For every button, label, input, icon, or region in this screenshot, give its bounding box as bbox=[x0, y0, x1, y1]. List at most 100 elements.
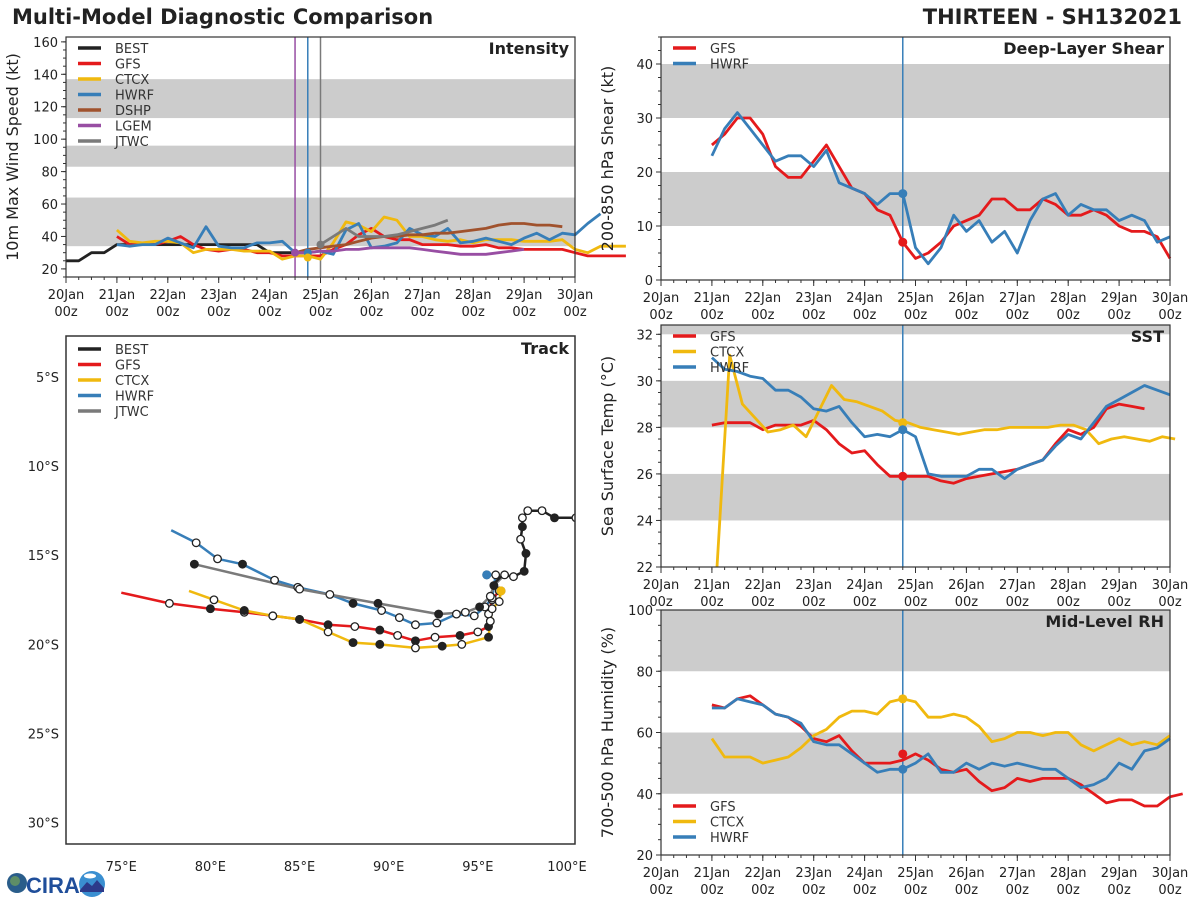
track-point-jtwc bbox=[460, 607, 470, 617]
track-point-jtwc bbox=[485, 591, 495, 601]
x-tick-label-hour: 00z bbox=[1107, 595, 1131, 610]
track-point-hwrf bbox=[410, 620, 420, 630]
series-line-hwrf bbox=[116, 212, 602, 256]
track-point-ctcx bbox=[295, 614, 305, 624]
x-tick-label-date: 25Jan bbox=[302, 288, 339, 303]
legend-label-hwrf: HWRF bbox=[710, 831, 749, 846]
legend-label-gfs: GFS bbox=[710, 42, 736, 57]
y-tick-label: 28 bbox=[636, 421, 653, 436]
x-tick-label-hour: 00z bbox=[802, 883, 826, 898]
series-line-hwrf bbox=[711, 697, 1171, 789]
legend-label-ctcx: CTCX bbox=[115, 374, 149, 389]
track-point-best bbox=[523, 506, 533, 516]
track-point-hwrf bbox=[394, 613, 404, 623]
y-tick-label: 160 bbox=[33, 36, 58, 51]
y-tick-label: 26 bbox=[636, 468, 653, 483]
start-marker-gfs bbox=[898, 471, 908, 481]
track-point-best bbox=[517, 513, 527, 523]
series-line-lgem bbox=[295, 246, 525, 256]
x-tick-label-date: 23Jan bbox=[795, 578, 832, 593]
start-marker-lgem bbox=[291, 248, 300, 257]
lon-tick-label: 80°E bbox=[195, 860, 226, 875]
x-tick-label-hour: 00z bbox=[54, 305, 78, 320]
track-point-jtwc bbox=[373, 598, 383, 608]
x-tick-label-hour: 00z bbox=[700, 883, 724, 898]
x-tick-label-date: 21Jan bbox=[694, 291, 731, 306]
x-tick-label-hour: 00z bbox=[955, 883, 979, 898]
x-tick-label-hour: 00z bbox=[802, 595, 826, 610]
panel-title: Mid-Level RH bbox=[1045, 612, 1164, 631]
legend-label-ctcx: CTCX bbox=[115, 73, 149, 88]
track-point-best bbox=[509, 572, 518, 582]
series-line-gfs bbox=[116, 226, 626, 258]
x-tick-label-hour: 00z bbox=[649, 595, 673, 610]
x-tick-label-hour: 00z bbox=[904, 308, 928, 323]
x-tick-label-date: 29Jan bbox=[1101, 578, 1138, 593]
x-tick-label-date: 23Jan bbox=[200, 288, 237, 303]
shaded-band bbox=[661, 172, 1170, 226]
start-marker-hwrf bbox=[898, 189, 908, 199]
x-tick-label-date: 22Jan bbox=[150, 288, 187, 303]
x-tick-label-hour: 00z bbox=[1107, 308, 1131, 323]
track-point-gfs bbox=[164, 598, 174, 608]
x-tick-label-hour: 00z bbox=[955, 308, 979, 323]
x-tick-label-date: 27Jan bbox=[999, 866, 1036, 881]
x-tick-label-hour: 00z bbox=[1057, 883, 1081, 898]
y-tick-label: 80 bbox=[636, 665, 653, 680]
x-tick-label-date: 26Jan bbox=[948, 866, 985, 881]
series-line-gfs bbox=[711, 402, 1145, 485]
track-point-best bbox=[516, 534, 526, 544]
series-line-hwrf bbox=[710, 111, 1171, 266]
start-marker-hwrf bbox=[898, 425, 908, 435]
x-tick-label-date: 20Jan bbox=[48, 288, 85, 303]
y-axis-label: 200-850 hPa Shear (kt) bbox=[598, 66, 617, 252]
y-tick-label: 32 bbox=[636, 328, 653, 343]
storm-title: THIRTEEN - SH132021 bbox=[922, 5, 1182, 29]
start-marker-ctcx bbox=[496, 586, 506, 596]
x-tick-label-date: 20Jan bbox=[643, 291, 680, 306]
y-axis-label: 700-500 hPa Humidity (%) bbox=[598, 627, 617, 838]
lat-tick-label: 30°S bbox=[28, 817, 59, 832]
shaded-band bbox=[661, 325, 1170, 335]
x-tick-label-hour: 00z bbox=[751, 308, 775, 323]
x-tick-label-date: 23Jan bbox=[795, 866, 832, 881]
x-tick-label-date: 28Jan bbox=[455, 288, 492, 303]
y-tick-label: 60 bbox=[636, 727, 653, 742]
track-point-hwrf bbox=[348, 598, 358, 608]
track-point-jtwc bbox=[500, 570, 510, 580]
x-tick-label-hour: 00z bbox=[512, 305, 536, 320]
y-tick-label: 24 bbox=[636, 514, 653, 529]
x-tick-label-date: 25Jan bbox=[897, 291, 934, 306]
x-tick-label-date: 21Jan bbox=[694, 866, 731, 881]
track-lines bbox=[121, 506, 575, 653]
x-tick-label-hour: 00z bbox=[751, 595, 775, 610]
track-point-gfs bbox=[430, 632, 440, 642]
x-tick-label-hour: 00z bbox=[563, 305, 587, 320]
x-tick-label-date: 26Jan bbox=[948, 578, 985, 593]
x-tick-label-date: 20Jan bbox=[643, 866, 680, 881]
x-tick-label-date: 28Jan bbox=[1050, 866, 1087, 881]
legend-label-hwrf: HWRF bbox=[710, 58, 749, 73]
track-point-ctcx bbox=[457, 639, 467, 649]
x-tick-label-date: 30Jan bbox=[1152, 866, 1189, 881]
track-point-ctcx bbox=[485, 616, 495, 626]
legend-label-gfs: GFS bbox=[115, 58, 141, 73]
y-tick-label: 30 bbox=[636, 112, 653, 127]
start-marker-ctcx bbox=[898, 418, 908, 428]
start-marker-hwrf bbox=[898, 764, 908, 774]
x-tick-label-hour: 00z bbox=[1006, 308, 1030, 323]
track-point-gfs bbox=[205, 604, 215, 614]
lat-tick-label: 25°S bbox=[28, 727, 59, 742]
legend-label-jtwc: JTWC bbox=[114, 135, 149, 150]
x-tick-label-hour: 00z bbox=[649, 883, 673, 898]
x-tick-label-date: 30Jan bbox=[1152, 578, 1189, 593]
x-tick-label-hour: 00z bbox=[360, 305, 384, 320]
x-tick-label-hour: 00z bbox=[105, 305, 129, 320]
legend-label-hwrf: HWRF bbox=[710, 361, 749, 376]
x-tick-label-date: 30Jan bbox=[557, 288, 594, 303]
series-line-ctcx bbox=[115, 215, 626, 261]
shaded-band bbox=[661, 610, 1170, 672]
track-point-ctcx bbox=[484, 632, 493, 642]
x-tick-label-date: 29Jan bbox=[1101, 866, 1138, 881]
